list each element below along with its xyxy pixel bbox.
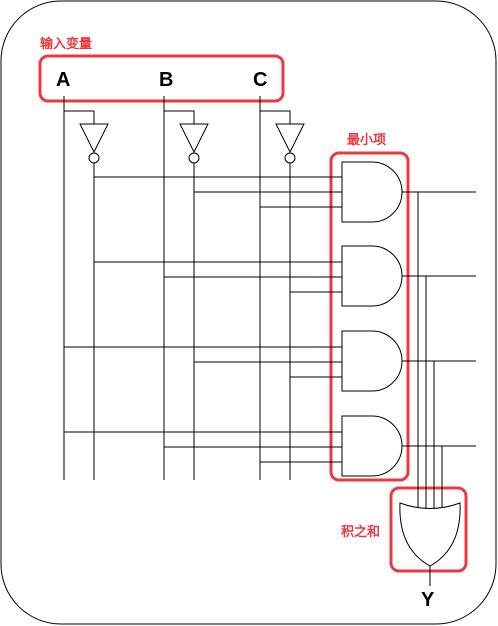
inputs-annotation: 输入变量 bbox=[40, 36, 92, 51]
minterms-highlight-box bbox=[329, 151, 410, 482]
and-gate-1 bbox=[341, 161, 403, 223]
inverter-a bbox=[79, 123, 109, 164]
variable-label-b: B bbox=[159, 69, 173, 91]
inputs-highlight-box bbox=[38, 54, 285, 103]
sum-of-products-annotation: 积之和 bbox=[341, 524, 380, 539]
sum-highlight-box bbox=[389, 486, 468, 573]
minterm-1-wire bbox=[402, 191, 476, 510]
minterm-3-wire bbox=[402, 360, 476, 510]
variable-label-c: C bbox=[253, 69, 267, 91]
minterms-annotation: 最小项 bbox=[347, 132, 386, 147]
variable-label-a: A bbox=[56, 69, 70, 91]
rail-b bbox=[163, 96, 195, 480]
or-input-wires bbox=[402, 191, 476, 510]
inverter-b bbox=[179, 123, 209, 164]
output-label-y: Y bbox=[421, 589, 435, 611]
rail-c bbox=[259, 96, 291, 480]
input-rails bbox=[63, 96, 291, 480]
inverter-c bbox=[275, 123, 305, 164]
and-gate-3 bbox=[341, 330, 403, 392]
and-gate-2 bbox=[341, 245, 403, 307]
minterm-4-wire bbox=[402, 445, 476, 510]
and1-inputs bbox=[94, 176, 342, 208]
or-gate bbox=[399, 502, 461, 567]
rail-a bbox=[63, 96, 95, 480]
and-gate-4 bbox=[341, 415, 403, 477]
and3-inputs bbox=[64, 346, 342, 378]
minterm-2-wire bbox=[402, 275, 476, 510]
and4-inputs bbox=[64, 431, 342, 463]
and2-inputs bbox=[94, 261, 342, 293]
and-input-wires bbox=[64, 176, 342, 463]
